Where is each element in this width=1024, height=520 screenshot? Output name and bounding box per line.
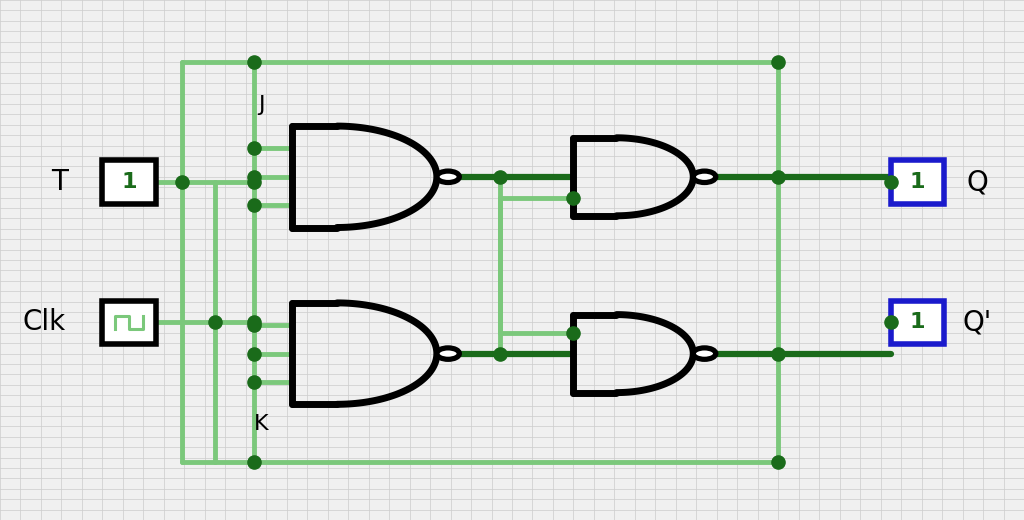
Point [770, 58, 786, 67]
Text: T: T [51, 168, 68, 196]
Point [246, 144, 262, 152]
Point [770, 458, 786, 466]
Point [565, 329, 582, 337]
Bar [891, 160, 944, 204]
Point [246, 349, 262, 358]
Point [492, 173, 508, 181]
Circle shape [693, 171, 716, 183]
Point [246, 321, 262, 329]
Bar [102, 301, 156, 344]
Point [246, 201, 262, 210]
Point [770, 173, 786, 181]
Text: 1: 1 [121, 172, 137, 192]
Point [492, 349, 508, 358]
Text: J: J [258, 95, 264, 115]
Text: Q: Q [967, 168, 988, 196]
Point [246, 58, 262, 67]
Bar [891, 301, 944, 344]
Point [246, 173, 262, 181]
Text: 1: 1 [909, 172, 926, 192]
Text: Q': Q' [963, 308, 992, 336]
Text: Clk: Clk [23, 308, 66, 336]
Text: K: K [254, 414, 268, 434]
Point [246, 458, 262, 466]
Circle shape [437, 171, 460, 183]
Point [883, 178, 899, 186]
Point [246, 378, 262, 386]
Text: 1: 1 [909, 313, 926, 332]
Point [246, 178, 262, 186]
Bar [102, 160, 156, 204]
Circle shape [437, 348, 460, 359]
Point [565, 193, 582, 202]
Circle shape [693, 348, 716, 359]
Point [770, 349, 786, 358]
Point [174, 178, 190, 186]
Point [246, 318, 262, 327]
Point [207, 318, 223, 327]
Point [883, 318, 899, 327]
